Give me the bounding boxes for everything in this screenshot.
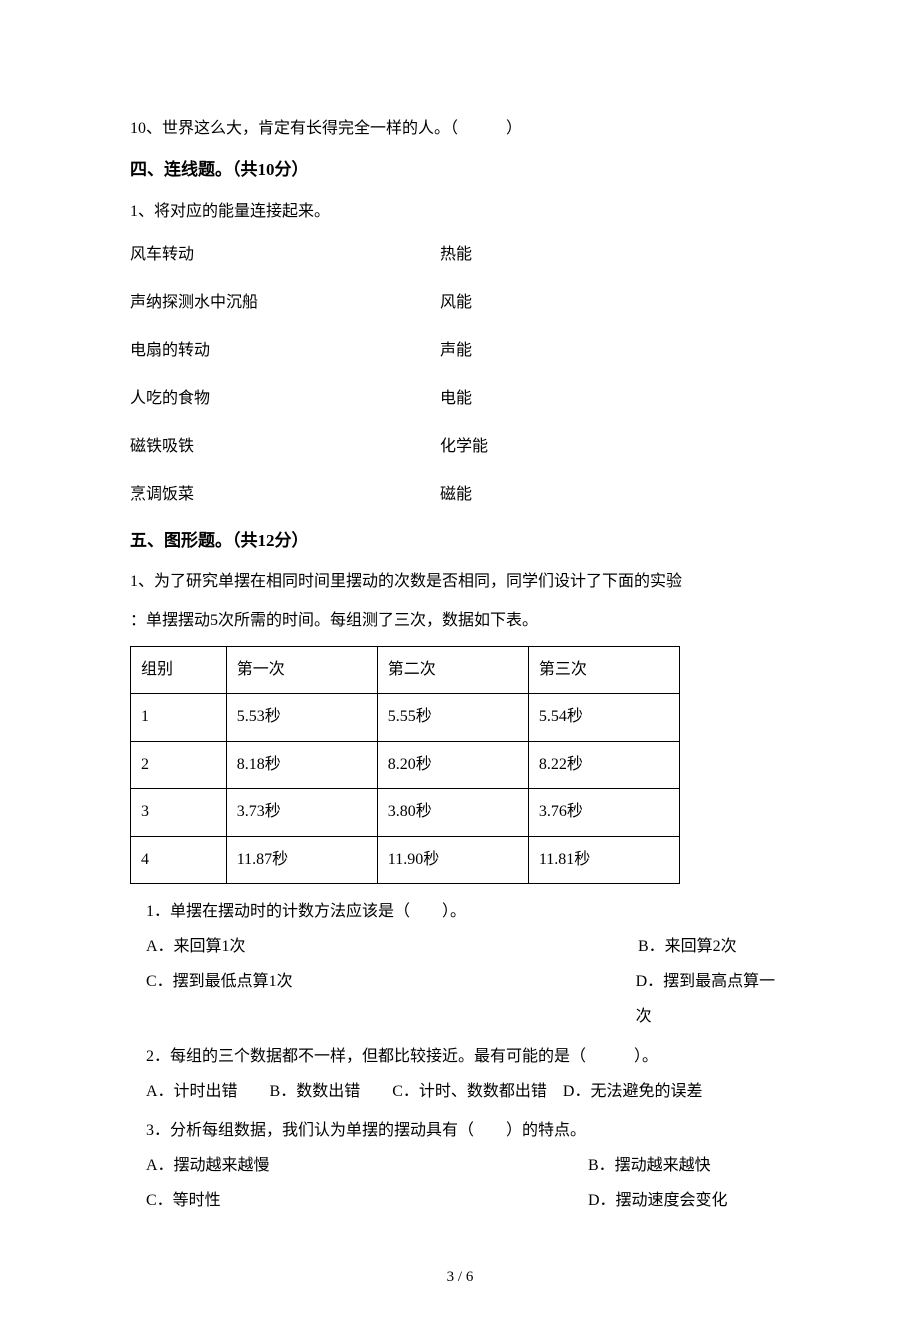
table-header-cell: 第二次 (377, 646, 528, 693)
table-cell: 11.87秒 (226, 836, 377, 883)
table-cell: 8.18秒 (226, 741, 377, 788)
question-10: 10、世界这么大，肯定有长得完全一样的人。（ ） (130, 110, 790, 148)
matching-row: 电扇的转动 声能 (130, 327, 790, 375)
option-c: C．摆到最低点算1次 (146, 964, 466, 1034)
data-table: 组别 第一次 第二次 第三次 1 5.53秒 5.55秒 5.54秒 2 8.1… (130, 646, 680, 884)
option-row-all: A．计时出错 B．数数出错 C．计时、数数都出错 D．无法避免的误差 (130, 1074, 790, 1109)
option-b: B．来回算2次 (468, 929, 737, 964)
table-header-cell: 组别 (131, 646, 227, 693)
option-row: A．来回算1次 B．来回算2次 (130, 929, 790, 964)
table-row: 3 3.73秒 3.80秒 3.76秒 (131, 789, 680, 836)
table-row: 2 8.18秒 8.20秒 8.22秒 (131, 741, 680, 788)
option-a: A．来回算1次 (146, 929, 468, 964)
matching-right: 化学能 (440, 423, 488, 471)
matching-left: 烹调饭菜 (130, 471, 440, 519)
table-cell: 3.76秒 (528, 789, 679, 836)
table-cell: 5.55秒 (377, 694, 528, 741)
table-row: 1 5.53秒 5.55秒 5.54秒 (131, 694, 680, 741)
table-header-cell: 第三次 (528, 646, 679, 693)
table-header-cell: 第一次 (226, 646, 377, 693)
option-c: C．等时性 (146, 1183, 468, 1218)
page-number: 3 / 6 (130, 1259, 790, 1295)
option-row: C．等时性 D．摆动速度会变化 (130, 1183, 790, 1218)
table-cell: 3.80秒 (377, 789, 528, 836)
option-row: A．摆动越来越慢 B．摆动越来越快 (130, 1148, 790, 1183)
table-cell: 4 (131, 836, 227, 883)
matching-left: 磁铁吸铁 (130, 423, 440, 471)
option-d: D．摆动速度会变化 (468, 1183, 728, 1218)
table-header-row: 组别 第一次 第二次 第三次 (131, 646, 680, 693)
table-cell: 3 (131, 789, 227, 836)
matching-left: 风车转动 (130, 231, 440, 279)
sub-question-1: 1．单摆在摆动时的计数方法应该是（ ）。 (130, 894, 790, 929)
matching-right: 热能 (440, 231, 472, 279)
matching-left: 声纳探测水中沉船 (130, 279, 440, 327)
section-5-intro-1: 1、为了研究单摆在相同时间里摆动的次数是否相同，同学们设计了下面的实验 (130, 563, 790, 601)
matching-left: 人吃的食物 (130, 375, 440, 423)
table-cell: 11.90秒 (377, 836, 528, 883)
section-4-prompt: 1、将对应的能量连接起来。 (130, 193, 790, 231)
matching-right: 磁能 (440, 471, 472, 519)
matching-right: 声能 (440, 327, 472, 375)
matching-list: 风车转动 热能 声纳探测水中沉船 风能 电扇的转动 声能 人吃的食物 电能 磁铁… (130, 231, 790, 519)
option-d: D．摆到最高点算一次 (466, 964, 790, 1034)
table-cell: 5.54秒 (528, 694, 679, 741)
table-cell: 2 (131, 741, 227, 788)
option-row: C．摆到最低点算1次 D．摆到最高点算一次 (130, 964, 790, 1034)
table-cell: 5.53秒 (226, 694, 377, 741)
section-5-header: 五、图形题。（共12分） (130, 519, 790, 563)
sub-question-2: 2．每组的三个数据都不一样，但都比较接近。最有可能的是（ ）。 (130, 1039, 790, 1074)
matching-row: 烹调饭菜 磁能 (130, 471, 790, 519)
table-cell: 11.81秒 (528, 836, 679, 883)
table-cell: 8.20秒 (377, 741, 528, 788)
sub-question-3: 3．分析每组数据，我们认为单摆的摆动具有（ ）的特点。 (130, 1113, 790, 1148)
table-cell: 1 (131, 694, 227, 741)
matching-right: 风能 (440, 279, 472, 327)
table-row: 4 11.87秒 11.90秒 11.81秒 (131, 836, 680, 883)
option-a: A．摆动越来越慢 (146, 1148, 468, 1183)
table-cell: 3.73秒 (226, 789, 377, 836)
matching-row: 声纳探测水中沉船 风能 (130, 279, 790, 327)
matching-row: 人吃的食物 电能 (130, 375, 790, 423)
table-cell: 8.22秒 (528, 741, 679, 788)
section-4-header: 四、连线题。（共10分） (130, 148, 790, 192)
matching-right: 电能 (440, 375, 472, 423)
matching-row: 风车转动 热能 (130, 231, 790, 279)
matching-left: 电扇的转动 (130, 327, 440, 375)
section-5-intro-2: ：单摆摆动5次所需的时间。每组测了三次，数据如下表。 (130, 602, 790, 640)
option-b: B．摆动越来越快 (468, 1148, 711, 1183)
matching-row: 磁铁吸铁 化学能 (130, 423, 790, 471)
